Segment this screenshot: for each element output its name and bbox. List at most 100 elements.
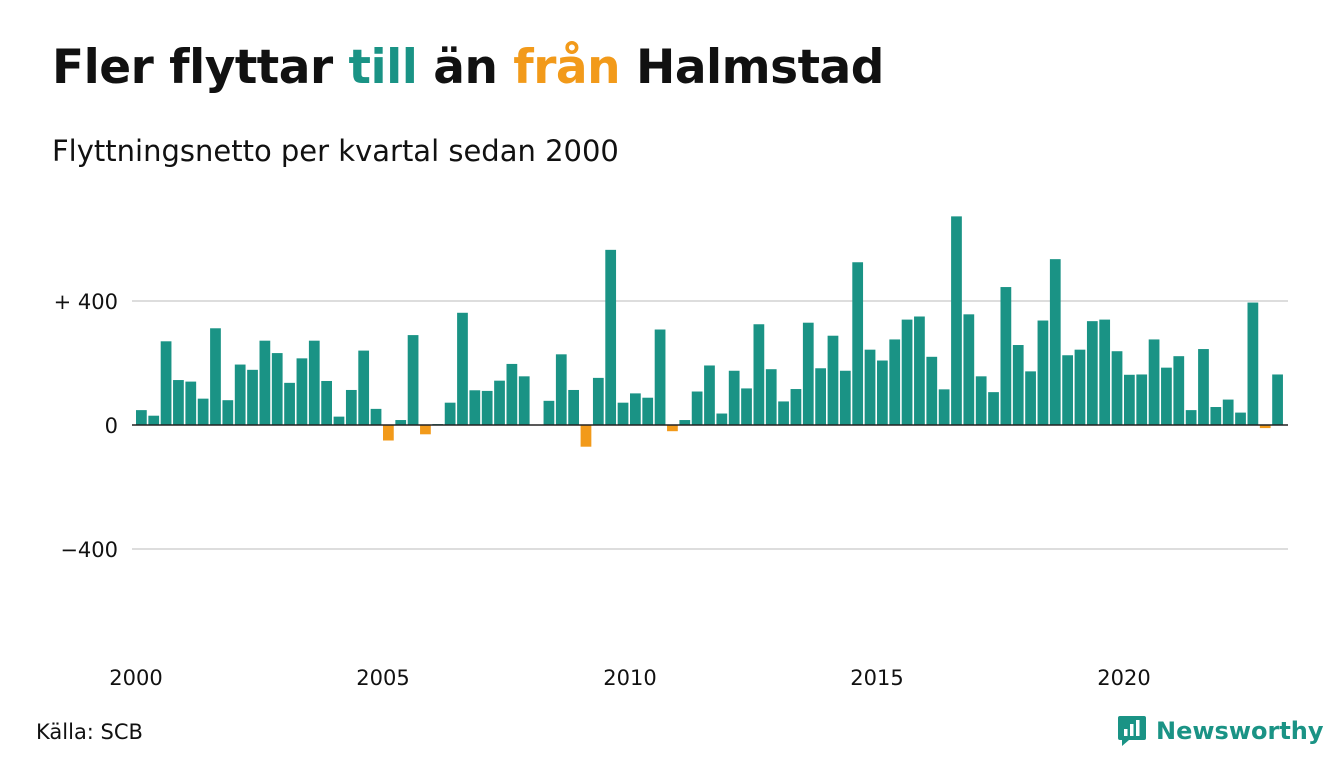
bar <box>914 316 925 425</box>
bar <box>1099 319 1111 425</box>
x-tick-label: 2010 <box>603 666 656 690</box>
bar <box>839 370 851 425</box>
bar <box>420 425 431 435</box>
x-tick-label: 2015 <box>850 666 903 690</box>
bar <box>617 402 629 425</box>
bar <box>901 319 913 425</box>
bar <box>173 380 184 425</box>
bar <box>704 365 715 425</box>
bar <box>296 358 308 425</box>
bar <box>197 398 209 425</box>
x-tick-label: 2005 <box>356 666 409 690</box>
bar <box>1247 302 1259 425</box>
y-tick-label: + 400 <box>54 290 118 314</box>
bar <box>988 392 999 425</box>
title-part-5: Halmstad <box>635 40 884 95</box>
bar <box>1222 399 1234 425</box>
bar <box>654 329 666 425</box>
bar <box>185 381 197 425</box>
title-part-1: Fler flyttar <box>52 40 333 95</box>
bar <box>1198 349 1209 425</box>
grid-layer <box>132 300 1288 550</box>
bar <box>778 401 789 425</box>
bar <box>963 314 975 425</box>
x-tick-label: 2000 <box>109 666 162 690</box>
bar <box>679 420 691 425</box>
bar <box>222 400 234 425</box>
bar <box>1185 410 1197 425</box>
bar <box>1259 425 1271 429</box>
bar <box>1111 351 1123 425</box>
bar <box>247 369 258 425</box>
bar <box>938 389 950 425</box>
bar <box>741 388 752 425</box>
bar <box>284 382 295 425</box>
bar <box>1049 259 1061 425</box>
bar <box>605 249 617 425</box>
bar <box>728 370 740 425</box>
bar <box>1012 345 1024 425</box>
newsworthy-logo: Newsworthy <box>1117 714 1324 748</box>
axis-layer: + 400 0 −400 2000 2005 2010 2015 2020 <box>54 290 1288 690</box>
bar <box>580 425 592 447</box>
bar <box>1025 371 1036 425</box>
bar <box>889 339 901 425</box>
title-part-3: än <box>433 40 498 95</box>
bar <box>518 376 530 425</box>
bar <box>1074 349 1086 425</box>
bar <box>802 322 814 425</box>
bar <box>469 390 481 425</box>
bar <box>827 335 839 425</box>
bar <box>716 413 728 425</box>
bar <box>1173 356 1185 425</box>
bar <box>667 425 678 432</box>
bar <box>345 389 357 425</box>
bar <box>555 354 567 425</box>
bar <box>1000 287 1012 425</box>
bar <box>765 369 777 425</box>
y-tick-label: −400 <box>60 538 118 562</box>
bar <box>333 416 345 425</box>
bar <box>926 356 938 425</box>
bar <box>481 390 493 425</box>
bar <box>383 425 394 441</box>
bar <box>494 380 505 425</box>
bar <box>790 389 802 425</box>
bar <box>1062 355 1073 425</box>
bar <box>1161 367 1172 425</box>
bar <box>753 324 765 425</box>
bar <box>210 328 221 425</box>
bar <box>1086 321 1098 425</box>
bar <box>358 350 370 425</box>
bar <box>407 335 419 425</box>
bar <box>691 391 703 425</box>
newsworthy-logo-icon <box>1118 716 1146 746</box>
bar <box>1272 374 1283 425</box>
bar <box>1210 407 1222 425</box>
bar <box>1148 339 1160 425</box>
bar <box>457 312 468 425</box>
bar <box>395 420 407 425</box>
bar <box>370 408 382 425</box>
bar <box>1124 374 1135 425</box>
bar <box>148 415 160 425</box>
chart-title: Fler flyttar till än från Halmstad <box>52 40 884 95</box>
bar <box>630 393 641 425</box>
title-highlight-fran: från <box>513 40 621 95</box>
bar <box>271 353 283 425</box>
bar <box>160 341 172 425</box>
bar <box>877 360 888 425</box>
bar <box>321 380 332 425</box>
bar <box>852 262 864 425</box>
bar <box>136 410 147 425</box>
newsworthy-logo-text: Newsworthy <box>1156 717 1324 745</box>
bar <box>259 340 271 425</box>
bar <box>568 389 579 425</box>
bars-layer <box>136 216 1283 447</box>
bar <box>506 363 518 425</box>
bar <box>815 368 826 425</box>
bar <box>444 402 456 425</box>
bar <box>1037 320 1049 425</box>
y-tick-label: 0 <box>105 414 118 438</box>
